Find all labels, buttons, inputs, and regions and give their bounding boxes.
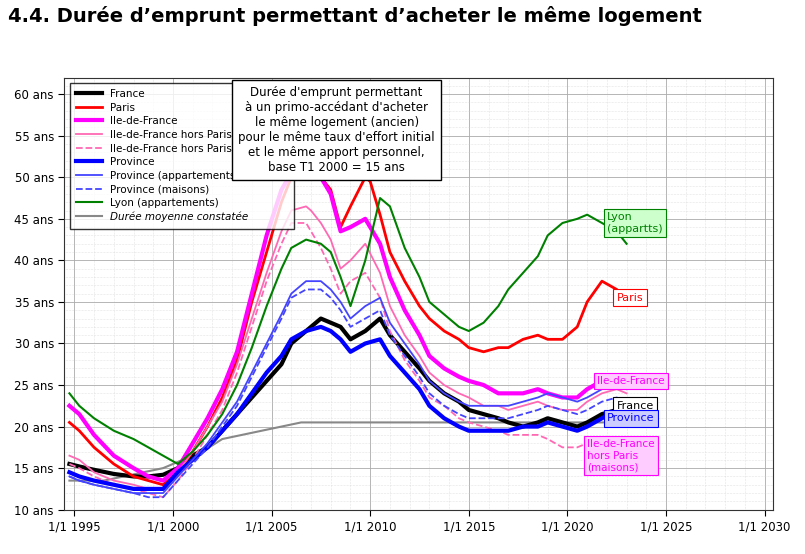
- Text: Durée d'emprunt permettant
à un primo-accédant d'acheter
le même logement (ancie: Durée d'emprunt permettant à un primo-ac…: [238, 86, 435, 174]
- Text: Paris: Paris: [617, 293, 643, 303]
- Text: Ile-de-France
hors Paris
(maisons): Ile-de-France hors Paris (maisons): [587, 439, 654, 472]
- Text: Lyon
(appartts): Lyon (appartts): [607, 212, 663, 234]
- Text: Province: Province: [607, 413, 654, 423]
- Text: Ile-de-France: Ile-de-France: [597, 376, 664, 386]
- Legend: France, Paris, Ile-de-France, Ile-de-France hors Paris (appartts), Ile-de-France: France, Paris, Ile-de-France, Ile-de-Fra…: [69, 83, 294, 229]
- Text: 4.4. Durée d’emprunt permettant d’acheter le même logement: 4.4. Durée d’emprunt permettant d’achete…: [8, 6, 702, 25]
- Text: France: France: [617, 401, 654, 411]
